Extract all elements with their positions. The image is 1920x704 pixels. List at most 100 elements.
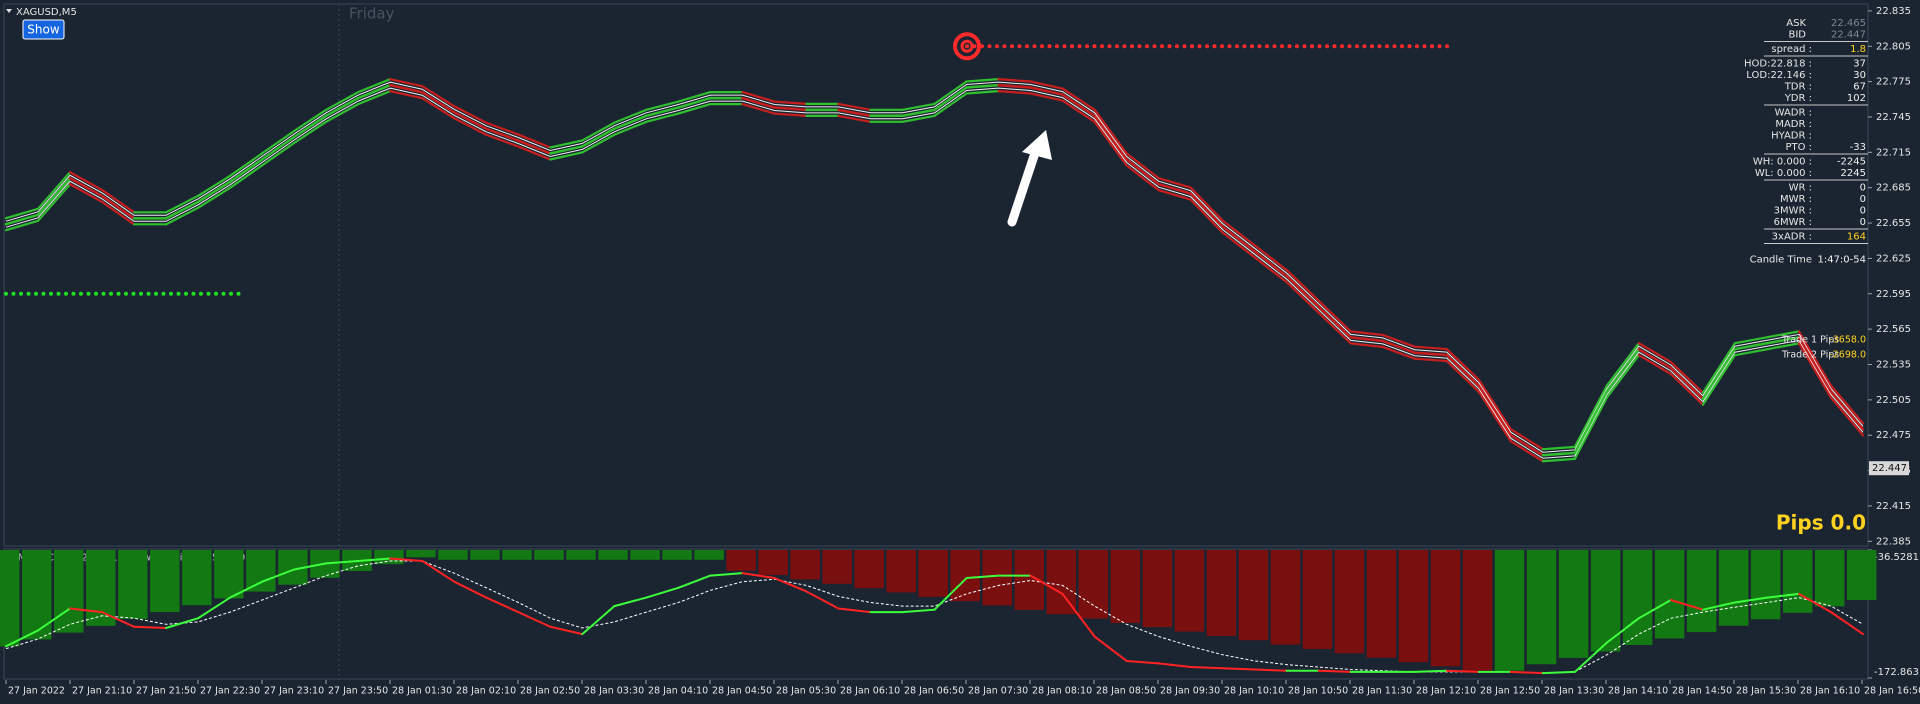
- cci-line: [741, 572, 776, 580]
- x-tick-label: 28 Jan 05:30: [776, 686, 836, 697]
- cci-line: [421, 559, 456, 583]
- band-edge: [1637, 342, 1672, 364]
- histogram-bar: [54, 550, 84, 633]
- histogram-bar: [726, 550, 756, 571]
- info-label: HYADR :: [1771, 131, 1812, 142]
- cci-line: [1445, 669, 1480, 673]
- cci-line: [165, 617, 200, 629]
- band-edge: [1189, 186, 1224, 222]
- band-center: [452, 111, 488, 131]
- histogram-bar: [150, 550, 180, 613]
- x-tick-label: 28 Jan 06:10: [840, 686, 900, 697]
- info-label: WH: 0.000 :: [1753, 157, 1812, 168]
- x-tick-label: 28 Jan 08:10: [1032, 686, 1092, 697]
- x-tick-label: 28 Jan 16:10: [1800, 686, 1860, 697]
- histogram-bar: [822, 550, 852, 584]
- band-center: [485, 127, 520, 142]
- histogram-bar: [854, 550, 884, 589]
- band-center: [1829, 390, 1865, 431]
- band-edge: [1029, 92, 1064, 102]
- info-label: PTO :: [1785, 142, 1812, 153]
- cci-line: [805, 590, 840, 610]
- band-edge: [1541, 445, 1576, 451]
- band-edge: [1765, 342, 1801, 351]
- histogram-bar: [1174, 550, 1205, 632]
- histogram-bar: [566, 550, 596, 560]
- cci-line: [453, 580, 488, 599]
- x-tick-label: 28 Jan 04:50: [712, 686, 772, 697]
- show-button-label[interactable]: Show: [27, 23, 60, 37]
- band-edge: [1669, 360, 1705, 394]
- band-edge: [677, 91, 712, 103]
- histogram-bar: [502, 550, 532, 560]
- y-tick-label: 22.625: [1876, 253, 1911, 264]
- x-tick-label: 28 Jan 02:50: [520, 686, 580, 697]
- cci-line: [645, 586, 680, 599]
- cci-line: [485, 596, 520, 614]
- band-edge: [997, 78, 1032, 83]
- symbol-menu-icon[interactable]: [6, 9, 12, 13]
- band-edge: [1829, 396, 1865, 437]
- band-center: [4, 213, 40, 226]
- band-center: [517, 139, 552, 155]
- y-tick-label: 22.775: [1876, 77, 1911, 88]
- y-tick-label: 22.595: [1876, 289, 1911, 300]
- band-edge: [485, 133, 520, 148]
- y-tick-label: 22.535: [1876, 359, 1911, 370]
- cci-line: [1797, 592, 1832, 614]
- cci-line: [1573, 641, 1608, 673]
- histogram-bar: [1078, 550, 1109, 619]
- histogram-bar: [438, 550, 468, 560]
- x-tick-label: 28 Jan 04:10: [648, 686, 708, 697]
- cci-line: [1765, 592, 1800, 599]
- band-edge: [1349, 330, 1384, 337]
- band-center: [68, 177, 104, 198]
- cci-line: [1509, 670, 1544, 675]
- histogram-bar: [982, 550, 1012, 606]
- band-edge: [1573, 396, 1608, 460]
- cci-line: [549, 625, 584, 636]
- band-edge: [36, 171, 72, 210]
- cci-line: [1317, 669, 1352, 673]
- band-center: [965, 83, 1000, 89]
- band-edge: [421, 85, 456, 108]
- band-edge: [421, 97, 456, 120]
- cci-line: [1669, 599, 1704, 611]
- band-edge: [293, 108, 328, 133]
- band-edge: [1381, 345, 1416, 360]
- pips-total: Pips 0.0: [1776, 511, 1866, 535]
- band-edge: [933, 92, 968, 117]
- band-edge: [965, 78, 1000, 83]
- info-value: 30: [1853, 70, 1866, 81]
- cci-line: [933, 577, 968, 611]
- band-edge: [901, 102, 936, 111]
- band-center: [1253, 250, 1288, 278]
- band-center: [1765, 336, 1801, 345]
- histogram-bar: [598, 550, 628, 560]
- histogram-bar: [214, 550, 244, 599]
- band-center: [933, 86, 968, 112]
- band-center: [741, 96, 776, 109]
- info-value: -33: [1850, 142, 1866, 153]
- band-inner: [5, 81, 1864, 453]
- band-edge: [645, 100, 680, 111]
- band-edge: [1029, 80, 1064, 90]
- histogram-bar: [1590, 550, 1621, 652]
- histogram-bar: [22, 550, 52, 640]
- y-tick-label: -172.863: [1874, 667, 1919, 678]
- trade-value: -2698.0: [1829, 350, 1866, 361]
- band-center: [773, 106, 808, 112]
- band-edge: [293, 120, 328, 145]
- band-edge: [389, 90, 424, 100]
- cci-line: [965, 574, 1000, 580]
- band-edge: [229, 152, 264, 177]
- trade-label: Trade 1 Pips: [1781, 335, 1839, 346]
- info-label: ASK: [1786, 18, 1806, 29]
- band-center: [1573, 390, 1609, 455]
- histogram-bar: [1206, 550, 1237, 636]
- band-center: [36, 177, 72, 217]
- show-button[interactable]: [22, 19, 65, 40]
- x-tick-label: 28 Jan 12:50: [1480, 686, 1540, 697]
- band-edge: [325, 103, 360, 123]
- price-panel-frame: [3, 3, 1869, 547]
